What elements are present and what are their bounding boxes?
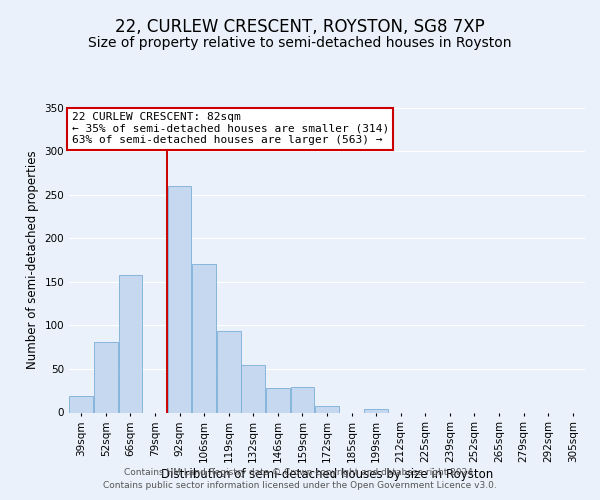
Text: Contains HM Land Registry data © Crown copyright and database right 2024.: Contains HM Land Registry data © Crown c… xyxy=(124,468,476,477)
Bar xyxy=(315,406,339,412)
Text: Contains public sector information licensed under the Open Government Licence v3: Contains public sector information licen… xyxy=(103,480,497,490)
Y-axis label: Number of semi-detached properties: Number of semi-detached properties xyxy=(26,150,39,370)
Text: 22 CURLEW CRESCENT: 82sqm
← 35% of semi-detached houses are smaller (314)
63% of: 22 CURLEW CRESCENT: 82sqm ← 35% of semi-… xyxy=(71,112,389,146)
Bar xyxy=(364,409,388,412)
Bar xyxy=(217,332,241,412)
Bar xyxy=(119,275,142,412)
Bar xyxy=(192,264,216,412)
Bar xyxy=(290,387,314,412)
Bar xyxy=(70,396,93,412)
X-axis label: Distribution of semi-detached houses by size in Royston: Distribution of semi-detached houses by … xyxy=(161,468,493,481)
Text: 22, CURLEW CRESCENT, ROYSTON, SG8 7XP: 22, CURLEW CRESCENT, ROYSTON, SG8 7XP xyxy=(115,18,485,36)
Bar xyxy=(241,364,265,412)
Bar xyxy=(167,186,191,412)
Text: Size of property relative to semi-detached houses in Royston: Size of property relative to semi-detach… xyxy=(88,36,512,50)
Bar xyxy=(94,342,118,412)
Bar xyxy=(266,388,290,412)
